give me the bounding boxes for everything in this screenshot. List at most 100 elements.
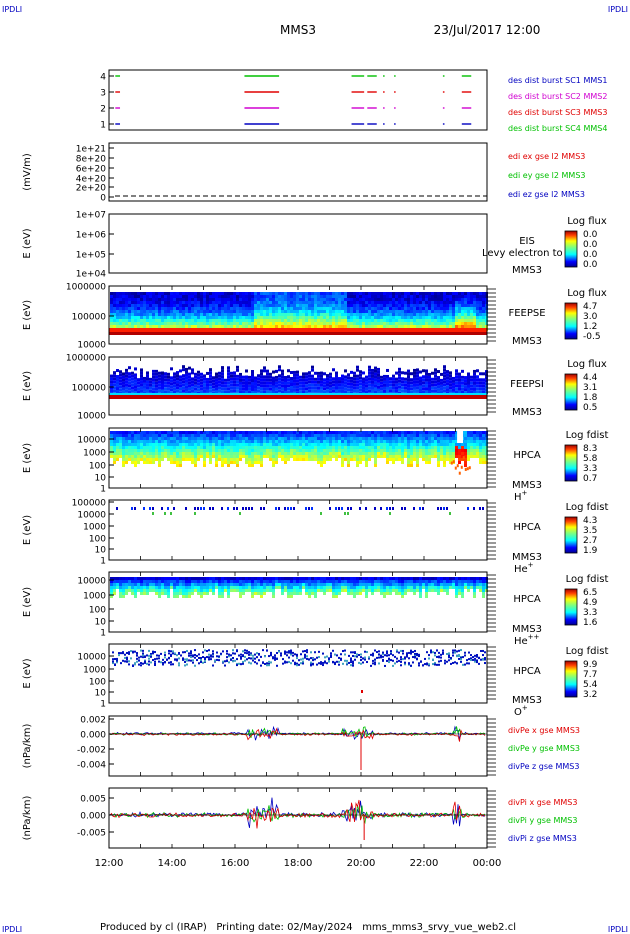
pixel — [407, 390, 410, 394]
pixel — [458, 304, 461, 307]
pixel — [356, 386, 359, 390]
pixel — [248, 458, 251, 461]
pixel — [251, 595, 254, 598]
pixel — [425, 307, 428, 310]
pixel — [212, 325, 215, 328]
pixel — [188, 375, 191, 379]
pixel — [212, 452, 215, 455]
pixel — [425, 375, 428, 379]
pixel — [137, 307, 140, 310]
pixel — [407, 375, 410, 379]
pixel — [272, 307, 275, 310]
pixel — [305, 580, 308, 583]
pixel — [290, 298, 293, 301]
pixel — [311, 292, 314, 295]
pixel — [110, 452, 113, 455]
pixel — [371, 431, 374, 434]
pixel — [479, 378, 482, 382]
pixel — [440, 301, 443, 304]
pixel — [251, 589, 254, 592]
pixel — [173, 583, 176, 586]
pixel — [473, 381, 476, 385]
pixel — [233, 431, 236, 434]
pixel — [422, 307, 425, 310]
pixel — [278, 319, 281, 322]
pixel — [116, 452, 119, 455]
pixel — [422, 310, 425, 313]
pixel — [287, 310, 290, 313]
pixel — [206, 389, 209, 393]
pixel — [218, 304, 221, 307]
pixel — [221, 366, 224, 370]
pixel — [473, 307, 476, 310]
pixel — [440, 440, 443, 443]
pixel — [332, 449, 335, 452]
pixel — [182, 434, 185, 437]
pixel — [236, 583, 239, 586]
pixel — [473, 301, 476, 304]
pixel — [338, 434, 341, 437]
pixel — [119, 583, 122, 586]
pixel — [212, 376, 215, 380]
pixel — [464, 316, 467, 319]
pixel — [332, 595, 335, 598]
pixel — [170, 382, 173, 386]
pixel — [350, 313, 353, 316]
pixel — [245, 313, 248, 316]
pixel — [377, 376, 380, 380]
pixel — [200, 384, 203, 388]
pixel — [158, 310, 161, 313]
pixel — [317, 295, 320, 298]
pixel — [200, 507, 202, 510]
pixel — [353, 322, 356, 325]
pixel — [113, 310, 116, 313]
pixel — [374, 431, 377, 434]
pixel — [119, 307, 122, 310]
pixel — [365, 381, 368, 385]
pixel — [338, 443, 341, 446]
pixel — [236, 458, 239, 461]
pixel — [302, 375, 305, 379]
pixel — [212, 455, 215, 458]
pixel — [119, 376, 122, 380]
pixel — [389, 431, 392, 434]
pixel — [476, 449, 479, 452]
pixel — [200, 583, 203, 586]
pixel — [272, 586, 275, 589]
pixel — [176, 316, 179, 319]
pixel — [209, 310, 212, 313]
pixel — [236, 383, 239, 387]
pixel — [407, 577, 410, 580]
pixel — [158, 319, 161, 322]
pixel — [431, 307, 434, 310]
pixel — [329, 431, 332, 434]
pixel — [380, 313, 383, 316]
pixel — [191, 449, 194, 452]
pixel — [311, 301, 314, 304]
pixel — [113, 434, 116, 437]
pixel — [182, 295, 185, 298]
pixel — [353, 580, 356, 583]
pixel — [452, 307, 455, 310]
pixel — [308, 577, 311, 580]
pixel — [413, 389, 416, 393]
pixel — [368, 307, 371, 310]
pixel — [191, 386, 194, 390]
pixel — [458, 307, 461, 310]
pixel — [281, 440, 284, 443]
pixel — [128, 580, 131, 583]
pixel — [155, 449, 158, 452]
pixel — [455, 449, 458, 452]
pixel — [383, 434, 386, 437]
pixel — [185, 595, 188, 598]
pixel — [311, 313, 314, 316]
pixel — [323, 583, 326, 586]
pixel — [218, 449, 221, 452]
pixel — [428, 577, 431, 580]
pixel — [401, 298, 404, 301]
pixel — [425, 310, 428, 313]
pixel — [182, 304, 185, 307]
pixel — [242, 307, 245, 310]
pixel — [464, 461, 467, 464]
pixel — [302, 372, 305, 376]
